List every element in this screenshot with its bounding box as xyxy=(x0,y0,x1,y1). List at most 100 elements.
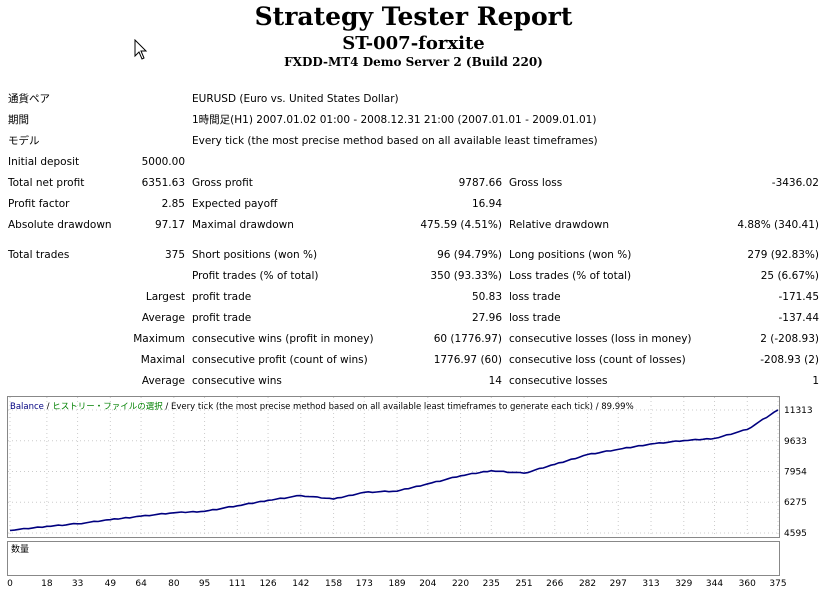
largest-profit-value: 50.83 xyxy=(471,291,502,303)
average-consecutive-losses-value: 1 xyxy=(812,375,819,387)
maximal-drawdown-label: Maximal drawdown xyxy=(192,219,294,231)
legend-history: ヒストリー・ファイルの選択 xyxy=(52,402,163,412)
x-tick-label: 80 xyxy=(168,579,180,589)
gross-loss-value: -3436.02 xyxy=(771,177,819,189)
loss-trades-label: Loss trades (% of total) xyxy=(509,270,632,282)
x-tick-label: 64 xyxy=(135,579,147,589)
x-tick-label: 266 xyxy=(546,579,563,589)
x-tick-label: 111 xyxy=(229,579,246,589)
profit-factor-label: Profit factor xyxy=(8,198,70,210)
average-profit-value: 27.96 xyxy=(471,312,502,324)
average-loss-label: loss trade xyxy=(509,312,561,324)
largest-label: Largest xyxy=(145,291,185,303)
maximum-label: Maximum xyxy=(133,333,185,345)
x-tick-label: 18 xyxy=(41,579,53,589)
expected-payoff-label: Expected payoff xyxy=(192,198,278,210)
long-positions-value: 279 (92.83%) xyxy=(747,249,819,261)
x-tick-label: 49 xyxy=(105,579,117,589)
gross-profit-value: 9787.66 xyxy=(458,177,502,189)
expected-payoff-value: 16.94 xyxy=(471,198,502,210)
period-label: 期間 xyxy=(8,114,29,126)
maximal-consecutive-loss-value: -208.93 (2) xyxy=(760,354,819,366)
volume-panel xyxy=(7,541,780,576)
period-value: 1時間足(H1) 2007.01.02 01:00 - 2008.12.31 2… xyxy=(192,114,597,126)
maximal-drawdown-value: 475.59 (4.51%) xyxy=(420,219,502,231)
max-consecutive-losses-label: consecutive losses (loss in money) xyxy=(509,333,692,345)
max-consecutive-wins-value: 60 (1776.97) xyxy=(433,333,502,345)
balance-chart-panel xyxy=(7,396,780,538)
short-positions-value: 96 (94.79%) xyxy=(437,249,502,261)
x-tick-label: 282 xyxy=(579,579,596,589)
legend-separator: / xyxy=(43,402,53,412)
x-tick-label: 313 xyxy=(642,579,659,589)
average-loss-value: -137.44 xyxy=(778,312,819,324)
average-consecutive-wins-value: 14 xyxy=(488,375,502,387)
chart-legend: Balance / ヒストリー・ファイルの選択 / Every tick (th… xyxy=(10,400,634,412)
largest-loss-label: loss trade xyxy=(509,291,561,303)
total-trades-value: 375 xyxy=(164,249,185,261)
maximal-consecutive-profit-label: consecutive profit (count of wins) xyxy=(192,354,368,366)
x-tick-label: 158 xyxy=(325,579,342,589)
symbol-label: 通貨ペア xyxy=(8,93,50,105)
x-tick-label: 220 xyxy=(452,579,469,589)
maximal-consecutive-loss-label: consecutive loss (count of losses) xyxy=(509,354,686,366)
absolute-drawdown-label: Absolute drawdown xyxy=(8,219,112,231)
short-positions-label: Short positions (won %) xyxy=(192,249,318,261)
maximal-label: Maximal xyxy=(140,354,185,366)
average-label: Average xyxy=(141,312,185,324)
x-tick-label: 126 xyxy=(259,579,276,589)
y-tick-label: 9633 xyxy=(784,437,807,447)
average-profit-label: profit trade xyxy=(192,312,252,324)
x-tick-label: 173 xyxy=(356,579,373,589)
initial-deposit-label: Initial deposit xyxy=(8,156,80,168)
x-tick-label: 297 xyxy=(610,579,627,589)
profit-trades-label: Profit trades (% of total) xyxy=(192,270,319,282)
y-tick-label: 6275 xyxy=(784,498,807,508)
y-tick-label: 7954 xyxy=(784,468,807,478)
y-tick-label: 4595 xyxy=(784,529,807,539)
net-profit-label: Total net profit xyxy=(8,177,85,189)
x-tick-label: 344 xyxy=(706,579,723,589)
average-consecutive-wins-label: consecutive wins xyxy=(192,375,282,387)
average-consecutive-label: Average xyxy=(141,375,185,387)
server-name: FXDD-MT4 Demo Server 2 (Build 220) xyxy=(284,55,543,69)
long-positions-label: Long positions (won %) xyxy=(509,249,632,261)
y-tick-label: 11313 xyxy=(784,406,813,416)
max-consecutive-losses-value: 2 (-208.93) xyxy=(760,333,819,345)
maximal-consecutive-profit-value: 1776.97 (60) xyxy=(433,354,502,366)
net-profit-value: 6351.63 xyxy=(141,177,185,189)
volume-label: 数量 xyxy=(11,545,30,555)
relative-drawdown-value: 4.88% (340.41) xyxy=(737,219,819,231)
legend-description: / Every tick (the most precise method ba… xyxy=(162,402,634,412)
total-trades-label: Total trades xyxy=(8,249,70,261)
absolute-drawdown-value: 97.17 xyxy=(154,219,185,231)
report-title: Strategy Tester Report xyxy=(254,2,573,31)
loss-trades-value: 25 (6.67%) xyxy=(760,270,819,282)
initial-deposit-value: 5000.00 xyxy=(141,156,185,168)
x-tick-label: 142 xyxy=(292,579,309,589)
x-tick-label: 204 xyxy=(419,579,436,589)
mouse-cursor-icon xyxy=(134,39,148,60)
average-consecutive-losses-label: consecutive losses xyxy=(509,375,608,387)
largest-profit-label: profit trade xyxy=(192,291,252,303)
model-value: Every tick (the most precise method base… xyxy=(192,135,598,147)
x-tick-label: 189 xyxy=(388,579,405,589)
x-tick-label: 33 xyxy=(72,579,83,589)
symbol-value: EURUSD (Euro vs. United States Dollar) xyxy=(192,93,399,105)
x-tick-label: 329 xyxy=(675,579,692,589)
x-tick-label: 375 xyxy=(769,579,786,589)
expert-name: ST-007-forxite xyxy=(342,33,485,54)
gross-loss-label: Gross loss xyxy=(509,177,563,189)
profit-factor-value: 2.85 xyxy=(161,198,185,210)
x-tick-label: 360 xyxy=(739,579,756,589)
x-tick-label: 0 xyxy=(7,579,13,589)
model-label: モデル xyxy=(8,135,40,147)
x-tick-label: 251 xyxy=(515,579,532,589)
legend-balance: Balance xyxy=(10,402,44,412)
max-consecutive-wins-label: consecutive wins (profit in money) xyxy=(192,333,374,345)
largest-loss-value: -171.45 xyxy=(778,291,819,303)
relative-drawdown-label: Relative drawdown xyxy=(509,219,610,231)
x-tick-label: 95 xyxy=(199,579,210,589)
gross-profit-label: Gross profit xyxy=(192,177,253,189)
profit-trades-value: 350 (93.33%) xyxy=(430,270,502,282)
